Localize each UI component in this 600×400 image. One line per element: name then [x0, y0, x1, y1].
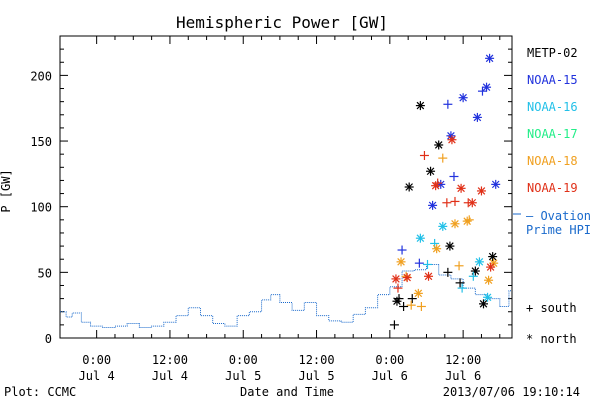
- plot-timestamp: 2013/07/06 19:10:14: [443, 385, 580, 399]
- south-point-marker: [406, 300, 416, 310]
- north-point-marker: [489, 258, 499, 268]
- ovation-series: [60, 263, 512, 328]
- ovation-line: [60, 263, 512, 328]
- x-tick-label-time: 12:00: [445, 353, 481, 367]
- south-point-marker: [443, 267, 453, 277]
- south-point-marker: [449, 171, 459, 181]
- north-point-marker: [392, 296, 402, 306]
- north-point-marker: [391, 274, 401, 284]
- north-point-marker: [415, 233, 425, 243]
- north-point-marker: [428, 200, 438, 210]
- north-point-marker: [482, 82, 492, 92]
- south-point-marker: [397, 245, 407, 255]
- y-tick-label: 0: [45, 332, 52, 346]
- south-point-marker: [416, 301, 426, 311]
- north-point-marker: [402, 273, 412, 283]
- south-point-marker: [450, 196, 460, 206]
- legend-south: + south: [526, 301, 577, 315]
- north-point-marker: [447, 135, 457, 145]
- south-point-marker: [393, 283, 403, 293]
- north-point-marker: [415, 101, 425, 111]
- x-tick-label-date: Jul 5: [225, 369, 261, 383]
- legend-entry: NOAA-17: [527, 127, 578, 141]
- north-point-marker: [491, 179, 501, 189]
- north-point-marker: [476, 186, 486, 196]
- x-tick-label-time: 12:00: [298, 353, 334, 367]
- north-point-marker: [432, 244, 442, 254]
- x-axis-label: Date and Time: [240, 385, 334, 399]
- x-tick-label-date: Jul 6: [372, 369, 408, 383]
- y-tick-label: 100: [30, 201, 52, 215]
- north-point-marker: [470, 266, 480, 276]
- south-point-marker: [438, 153, 448, 163]
- legend: METP-02 NOAA-15 NOAA-16 NOAA-17 NOAA-18 NOAA-…: [513, 46, 591, 346]
- plot-frame: [59, 35, 513, 339]
- x-axis: 0:00 Jul 4 12:00 Jul 4 0:00 Jul 5 12:00 Jul 5 0:…: [79, 36, 501, 383]
- south-point-marker: [399, 301, 409, 311]
- south-point-marker: [443, 99, 453, 109]
- x-tick-label-date: Jul 6: [445, 369, 481, 383]
- north-point-marker: [472, 112, 482, 122]
- south-point-marker: [442, 198, 452, 208]
- legend-entry: NOAA-18: [527, 154, 578, 168]
- south-point-marker: [423, 259, 433, 269]
- north-point-marker: [424, 271, 434, 281]
- y-tick-label: 150: [30, 135, 52, 149]
- legend-entry: NOAA-19: [527, 181, 578, 195]
- north-point-marker: [484, 275, 494, 285]
- south-point-marker: [457, 283, 467, 293]
- north-point-marker: [396, 257, 406, 267]
- north-point-marker: [445, 241, 455, 251]
- north-point-marker: [483, 292, 493, 302]
- north-point-marker: [456, 183, 466, 193]
- north-point-marker: [458, 93, 468, 103]
- legend-entry: NOAA-16: [527, 100, 578, 114]
- satellite-points: [389, 53, 501, 330]
- north-point-marker: [474, 257, 484, 267]
- north-point-marker: [467, 198, 477, 208]
- north-point-marker: [462, 216, 472, 226]
- north-point-marker: [404, 182, 414, 192]
- north-point-marker: [450, 219, 460, 229]
- north-point-marker: [413, 288, 423, 298]
- y-tick-label: 50: [38, 266, 52, 280]
- x-tick-label-time: 0:00: [229, 353, 258, 367]
- north-point-marker: [431, 181, 441, 191]
- north-point-marker: [478, 299, 488, 309]
- plot-credit: Plot: CCMC: [4, 385, 76, 399]
- x-tick-label-date: Jul 5: [298, 369, 334, 383]
- y-axis: 0 50 100 150 200: [30, 48, 512, 346]
- legend-north: * north: [526, 332, 577, 346]
- south-point-marker: [414, 258, 424, 268]
- x-tick-label-date: Jul 4: [79, 369, 115, 383]
- south-point-marker: [455, 278, 465, 288]
- south-point-marker: [407, 294, 417, 304]
- south-point-marker: [389, 320, 399, 330]
- north-point-marker: [438, 221, 448, 231]
- legend-ovation-line2: Prime HPI: [526, 223, 591, 237]
- south-point-marker: [419, 150, 429, 160]
- x-tick-label-date: Jul 4: [152, 369, 188, 383]
- south-point-marker: [454, 261, 464, 271]
- south-point-marker: [477, 86, 487, 96]
- chart-title: Hemispheric Power [GW]: [176, 13, 388, 32]
- south-point-marker: [468, 271, 478, 281]
- y-tick-label: 200: [30, 69, 52, 83]
- north-point-marker: [426, 166, 436, 176]
- north-point-marker: [488, 252, 498, 262]
- x-tick-label-time: 0:00: [375, 353, 404, 367]
- north-point-marker: [485, 53, 495, 63]
- legend-entry: METP-02: [527, 46, 578, 60]
- y-axis-label: P [GW]: [0, 169, 13, 212]
- legend-ovation-line1: — Ovation: [526, 209, 591, 223]
- x-tick-label-time: 12:00: [152, 353, 188, 367]
- north-point-marker: [434, 140, 444, 150]
- legend-entry: NOAA-15: [527, 73, 578, 87]
- north-point-marker: [486, 262, 496, 272]
- x-tick-label-time: 0:00: [82, 353, 111, 367]
